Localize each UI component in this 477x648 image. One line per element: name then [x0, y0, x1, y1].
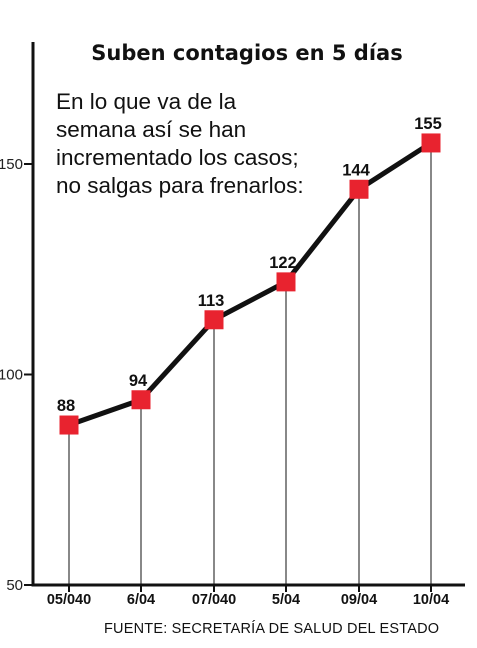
- x-tick-label: 09/04: [341, 592, 377, 608]
- data-label: 155: [414, 115, 442, 133]
- y-tick-label: 150: [0, 156, 23, 173]
- source-note: FUENTE: SECRETARÍA DE SALUD DEL ESTADO: [104, 621, 440, 637]
- y-ticks: 50 100 150: [0, 156, 33, 594]
- x-tick-label: 6/04: [127, 592, 155, 608]
- x-tick-label: 10/04: [413, 592, 449, 608]
- data-point-marker: [204, 310, 224, 330]
- data-label: 113: [198, 292, 225, 310]
- drop-lines: [68, 142, 432, 585]
- data-point-marker: [276, 272, 296, 292]
- x-tick-label: 05/040: [47, 592, 91, 608]
- data-label: 94: [129, 372, 148, 390]
- data-label: 122: [269, 254, 297, 272]
- data-point-marker: [59, 415, 79, 435]
- chart-subtitle: En lo que va de la semana así se han inc…: [56, 89, 304, 198]
- data-label: 144: [342, 161, 370, 179]
- x-ticks: 05/040 6/04 07/040 5/04 09/04 10/04: [47, 585, 449, 608]
- data-point-marker: [131, 390, 151, 410]
- series-line: [68, 140, 433, 428]
- data-point-marker: [349, 179, 369, 199]
- y-tick-label: 100: [0, 367, 23, 384]
- data-point-marker: [421, 133, 441, 153]
- x-tick-label: 5/04: [272, 592, 300, 608]
- data-labels: 88 94 113 122 144 155: [57, 115, 442, 415]
- x-tick-label: 07/040: [192, 592, 236, 608]
- y-tick-label: 50: [6, 577, 23, 594]
- data-label: 88: [57, 397, 75, 415]
- chart-title: Suben contagios en 5 días: [91, 41, 402, 65]
- markers: [59, 133, 441, 435]
